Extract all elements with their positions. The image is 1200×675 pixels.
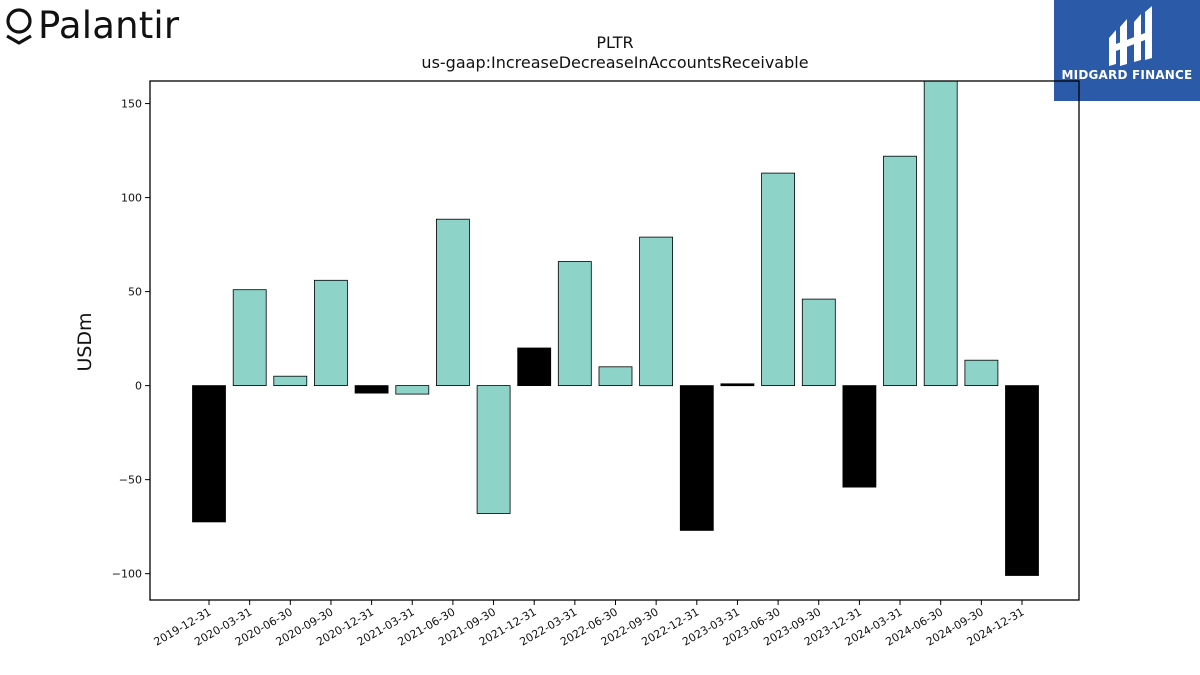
bar-2023-03-31: [720, 383, 755, 387]
y-axis-label: USDm: [74, 312, 96, 371]
bars-group: [192, 80, 1039, 576]
bar-2019-12-31: [192, 385, 226, 523]
bar-2024-06-30: [923, 80, 958, 387]
bar-2022-09-30: [639, 236, 673, 387]
y-tick-label: 50: [128, 286, 142, 299]
chart-subtitle: us-gaap:IncreaseDecreaseInAccountsReceiv…: [421, 53, 808, 72]
bar-2024-03-31: [883, 155, 917, 386]
bar-2020-03-31: [232, 289, 267, 387]
y-ticks-group: −100 −50 0 50 100 150: [112, 98, 150, 581]
bar-2021-03-31: [395, 385, 430, 395]
badge-label: MIDGARD FINANCE: [1061, 68, 1193, 82]
bar-2022-06-30: [598, 366, 633, 386]
bar-2023-12-31: [842, 385, 877, 488]
palantir-logo-icon: [6, 7, 32, 45]
bar-2020-09-30: [313, 279, 348, 386]
y-tick-label: 100: [121, 192, 142, 205]
midgard-logo-icon: [1109, 6, 1152, 66]
y-tick-label: −50: [119, 474, 142, 487]
bar-2022-03-31: [557, 261, 592, 386]
bar-2021-06-30: [435, 218, 470, 386]
palantir-logo-text: Palantir: [38, 4, 180, 47]
y-tick-label: −100: [112, 568, 142, 581]
bar-2021-09-30: [476, 385, 511, 514]
chart-title: PLTR: [596, 33, 633, 52]
bar-2020-06-30: [273, 375, 308, 387]
bar-2021-12-31: [517, 347, 552, 386]
bar-2022-12-31: [679, 385, 714, 531]
bar-2023-06-30: [761, 172, 795, 387]
bar-2020-12-31: [354, 385, 389, 394]
y-tick-label: 0: [135, 380, 142, 393]
y-tick-label: 150: [121, 98, 142, 111]
midgard-finance-badge: MIDGARD FINANCE: [1054, 0, 1200, 101]
bar-2024-12-31: [1005, 385, 1039, 576]
x-ticks-group: 2019-12-312020-03-312020-06-302020-09-30…: [152, 600, 1027, 649]
bar-2024-09-30: [964, 359, 999, 387]
bar-2023-09-30: [801, 298, 836, 387]
palantir-logo: Palantir: [4, 4, 179, 47]
plot-frame: [149, 80, 1080, 601]
